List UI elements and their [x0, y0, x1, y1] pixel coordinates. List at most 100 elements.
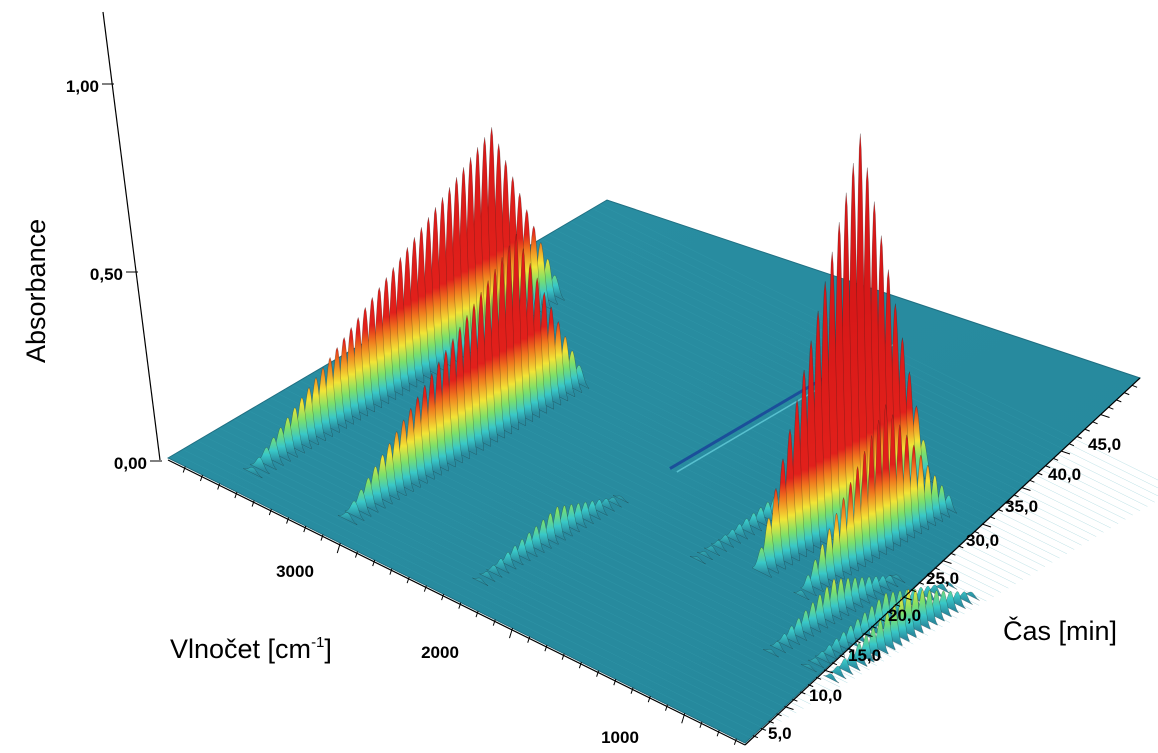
floor-gridline: [467, 281, 1046, 567]
y-minor-tick: [784, 706, 794, 710]
y-minor-tick: [760, 727, 766, 731]
y-minor-tick: [823, 669, 834, 674]
x-axis-title-prefix: Vlnočet [cm: [170, 634, 311, 664]
y-minor-tick: [776, 713, 782, 717]
peak-slice: [493, 558, 510, 574]
peak-slice: [808, 657, 824, 669]
x-minor-tick: [613, 679, 617, 686]
floor-gridline: [519, 251, 1097, 537]
peak-slice: [752, 547, 772, 578]
floor-gridline: [292, 384, 870, 671]
x-minor-tick: [234, 491, 238, 499]
floor-gridline: [233, 419, 811, 705]
floor-gridline: [511, 255, 1089, 542]
z-axis-ticks: 0,00 0,50 1,00: [66, 77, 162, 473]
y-minor-tick: [1100, 414, 1110, 418]
y-minor-tick: [855, 640, 861, 644]
x-minor-tick: [199, 474, 203, 482]
y-tick-label: 40,0: [1048, 465, 1081, 484]
y-minor-tick: [1124, 392, 1130, 396]
peak-slice: [763, 649, 779, 658]
x-minor-tick: [665, 704, 668, 711]
y-minor-tick: [1052, 457, 1059, 461]
x-tick-label: 3000: [276, 562, 314, 581]
y-tick-label: 5,0: [768, 724, 792, 743]
peak-slice: [337, 512, 358, 526]
y-minor-tick: [966, 538, 972, 542]
peak-slice: [696, 551, 713, 561]
floor-gridline: [248, 410, 826, 696]
floor-gridline: [189, 444, 768, 731]
floor-gridline: [182, 449, 760, 735]
y-axis-minor-ticks: [752, 384, 1138, 739]
y-minor-tick: [800, 691, 806, 695]
peak-slice: [822, 644, 838, 660]
y-minor-tick: [973, 530, 980, 534]
y-tick-label: 35,0: [1005, 497, 1038, 516]
x-minor-tick: [336, 542, 341, 554]
z-tick-label: 0,00: [114, 454, 147, 473]
floor-gridline: [277, 393, 855, 679]
floor-gridline: [204, 436, 782, 722]
floor-gridline: [255, 406, 833, 692]
peak-slice: [250, 457, 270, 475]
peak-slice: [479, 571, 496, 582]
x-minor-tick: [699, 721, 703, 728]
y-tick-label: 20,0: [888, 606, 921, 625]
floor-gridline: [197, 440, 775, 727]
x-minor-tick: [320, 534, 324, 541]
y-minor-tick: [1116, 399, 1122, 403]
x-minor-tick: [681, 713, 686, 724]
y-minor-tick: [752, 735, 759, 739]
floor-gridline: [263, 401, 841, 688]
y-tick-label: 45,0: [1088, 435, 1121, 454]
y-minor-tick: [1029, 479, 1035, 483]
floor-gridline: [175, 453, 753, 739]
y-tick-label: 15,0: [848, 646, 881, 665]
peak-slice: [344, 500, 365, 522]
y-minor-tick: [871, 625, 877, 629]
floor-gridline: [219, 427, 797, 714]
peak-slice: [486, 564, 503, 578]
y-minor-tick: [768, 720, 774, 724]
x-minor-tick: [286, 517, 290, 524]
y-axis-title: Čas [min]: [1003, 615, 1117, 646]
y-minor-tick: [942, 560, 952, 564]
x-minor-tick: [217, 483, 221, 490]
x-minor-tick: [268, 508, 272, 516]
y-minor-tick: [934, 567, 940, 571]
x-minor-tick: [475, 610, 479, 618]
x-minor-tick: [354, 551, 358, 558]
y-minor-tick: [981, 523, 992, 528]
peak-slice: [793, 590, 810, 601]
x-minor-tick: [630, 687, 634, 694]
x-minor-tick: [441, 593, 445, 601]
y-minor-tick: [1131, 384, 1138, 388]
x-axis-line: [167, 459, 746, 746]
floor-gridline: [226, 423, 804, 709]
y-minor-tick: [808, 684, 814, 688]
peak-slice: [612, 495, 629, 504]
x-minor-tick: [527, 636, 531, 643]
y-tick-label: 10,0: [809, 686, 842, 705]
y-minor-tick: [815, 676, 822, 680]
x-minor-tick: [406, 576, 410, 584]
x-minor-tick: [596, 670, 600, 677]
y-minor-tick: [958, 545, 964, 549]
peak-slice: [889, 574, 906, 584]
x-minor-tick: [716, 730, 720, 737]
y-minor-tick: [1060, 450, 1071, 455]
peak-slice: [815, 651, 831, 665]
y-minor-tick: [1068, 443, 1075, 447]
z-axis-title: Absorbance: [21, 219, 51, 363]
y-minor-tick: [910, 589, 917, 593]
x-axis-tick-labels: 3000 2000 1000: [276, 562, 639, 747]
x-minor-tick: [733, 738, 737, 745]
x-minor-tick: [458, 602, 462, 609]
x-axis-title-suffix: ]: [324, 634, 332, 664]
surface-floor: [166, 199, 1141, 744]
x-minor-tick: [303, 525, 307, 533]
x-axis-title-sup: -1: [311, 634, 324, 651]
peak-slice: [243, 466, 263, 479]
